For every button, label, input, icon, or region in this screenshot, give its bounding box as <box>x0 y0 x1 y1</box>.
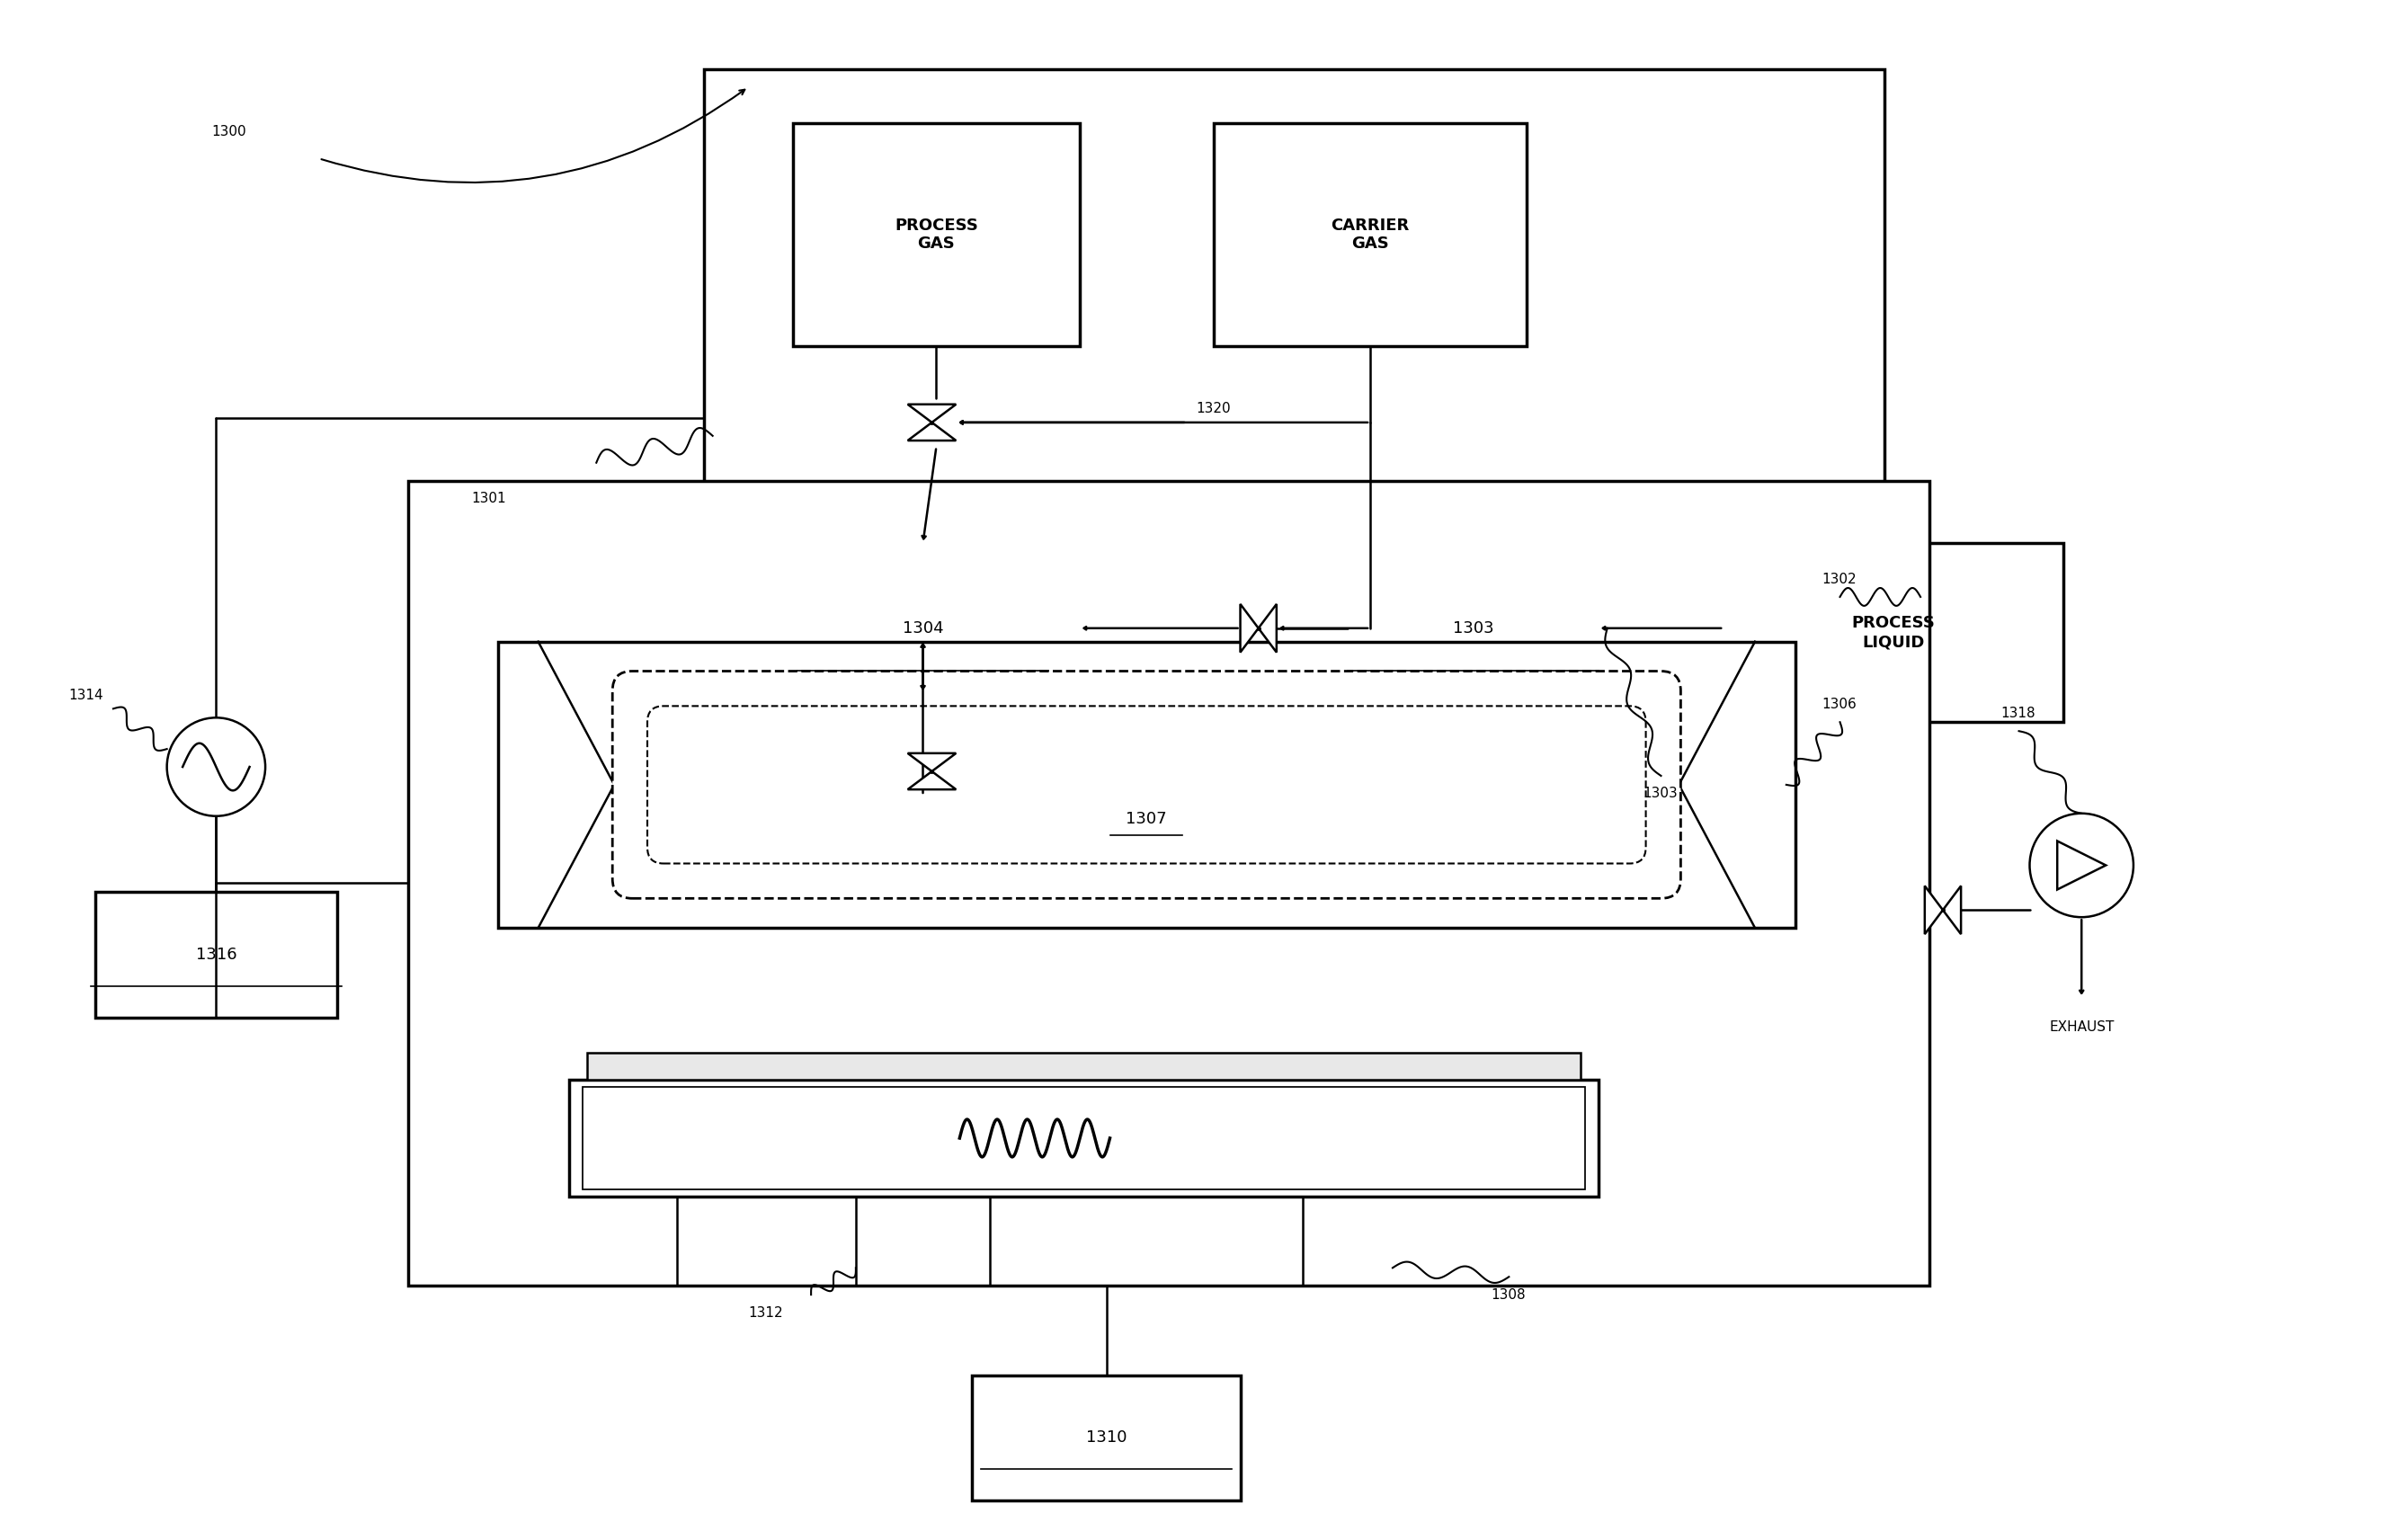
Text: 1307: 1307 <box>1126 812 1166 827</box>
Bar <box>587 1053 1580 1080</box>
Text: 1301: 1301 <box>471 491 505 505</box>
Text: PROCESS
LIQUID: PROCESS LIQUID <box>1852 616 1936 650</box>
Bar <box>1215 123 1527 346</box>
Polygon shape <box>1241 604 1258 653</box>
Bar <box>582 1087 1585 1189</box>
Text: CARRIER
GAS: CARRIER GAS <box>1330 217 1409 253</box>
Text: 1303: 1303 <box>1453 621 1494 636</box>
Polygon shape <box>907 772 957 790</box>
Text: 1316: 1316 <box>195 947 236 962</box>
FancyBboxPatch shape <box>613 671 1681 898</box>
Text: 1310: 1310 <box>1087 1429 1128 1446</box>
Text: PROCESS
GAS: PROCESS GAS <box>895 217 979 253</box>
Bar <box>409 480 1929 1286</box>
Bar <box>498 642 1794 929</box>
Bar <box>794 123 1080 346</box>
Text: EXHAUST: EXHAUST <box>2049 1019 2114 1033</box>
Polygon shape <box>907 422 957 440</box>
FancyBboxPatch shape <box>647 705 1645 864</box>
Bar <box>767 544 1080 713</box>
Bar <box>96 892 337 1018</box>
Bar <box>1347 544 1599 713</box>
Polygon shape <box>907 753 957 772</box>
Text: 1306: 1306 <box>1823 698 1857 711</box>
Polygon shape <box>2056 841 2107 890</box>
Bar <box>705 69 1886 534</box>
Circle shape <box>166 718 265 816</box>
Text: 1314: 1314 <box>67 688 103 702</box>
Text: 1300: 1300 <box>212 125 245 139</box>
Bar <box>1724 544 2063 722</box>
Text: 1308: 1308 <box>1491 1287 1525 1301</box>
Text: 1303: 1303 <box>1643 787 1679 801</box>
Circle shape <box>2030 813 2133 918</box>
Polygon shape <box>1943 885 1960 935</box>
Text: 1312: 1312 <box>748 1306 784 1320</box>
Polygon shape <box>1258 604 1277 653</box>
Polygon shape <box>907 405 957 422</box>
Text: 1320: 1320 <box>1195 402 1231 416</box>
Text: 1302: 1302 <box>1823 573 1857 585</box>
Bar <box>972 1375 1241 1500</box>
Polygon shape <box>1924 885 1943 935</box>
Bar <box>570 1080 1599 1197</box>
Text: 1304: 1304 <box>902 621 943 636</box>
Text: 1318: 1318 <box>2001 707 2035 719</box>
